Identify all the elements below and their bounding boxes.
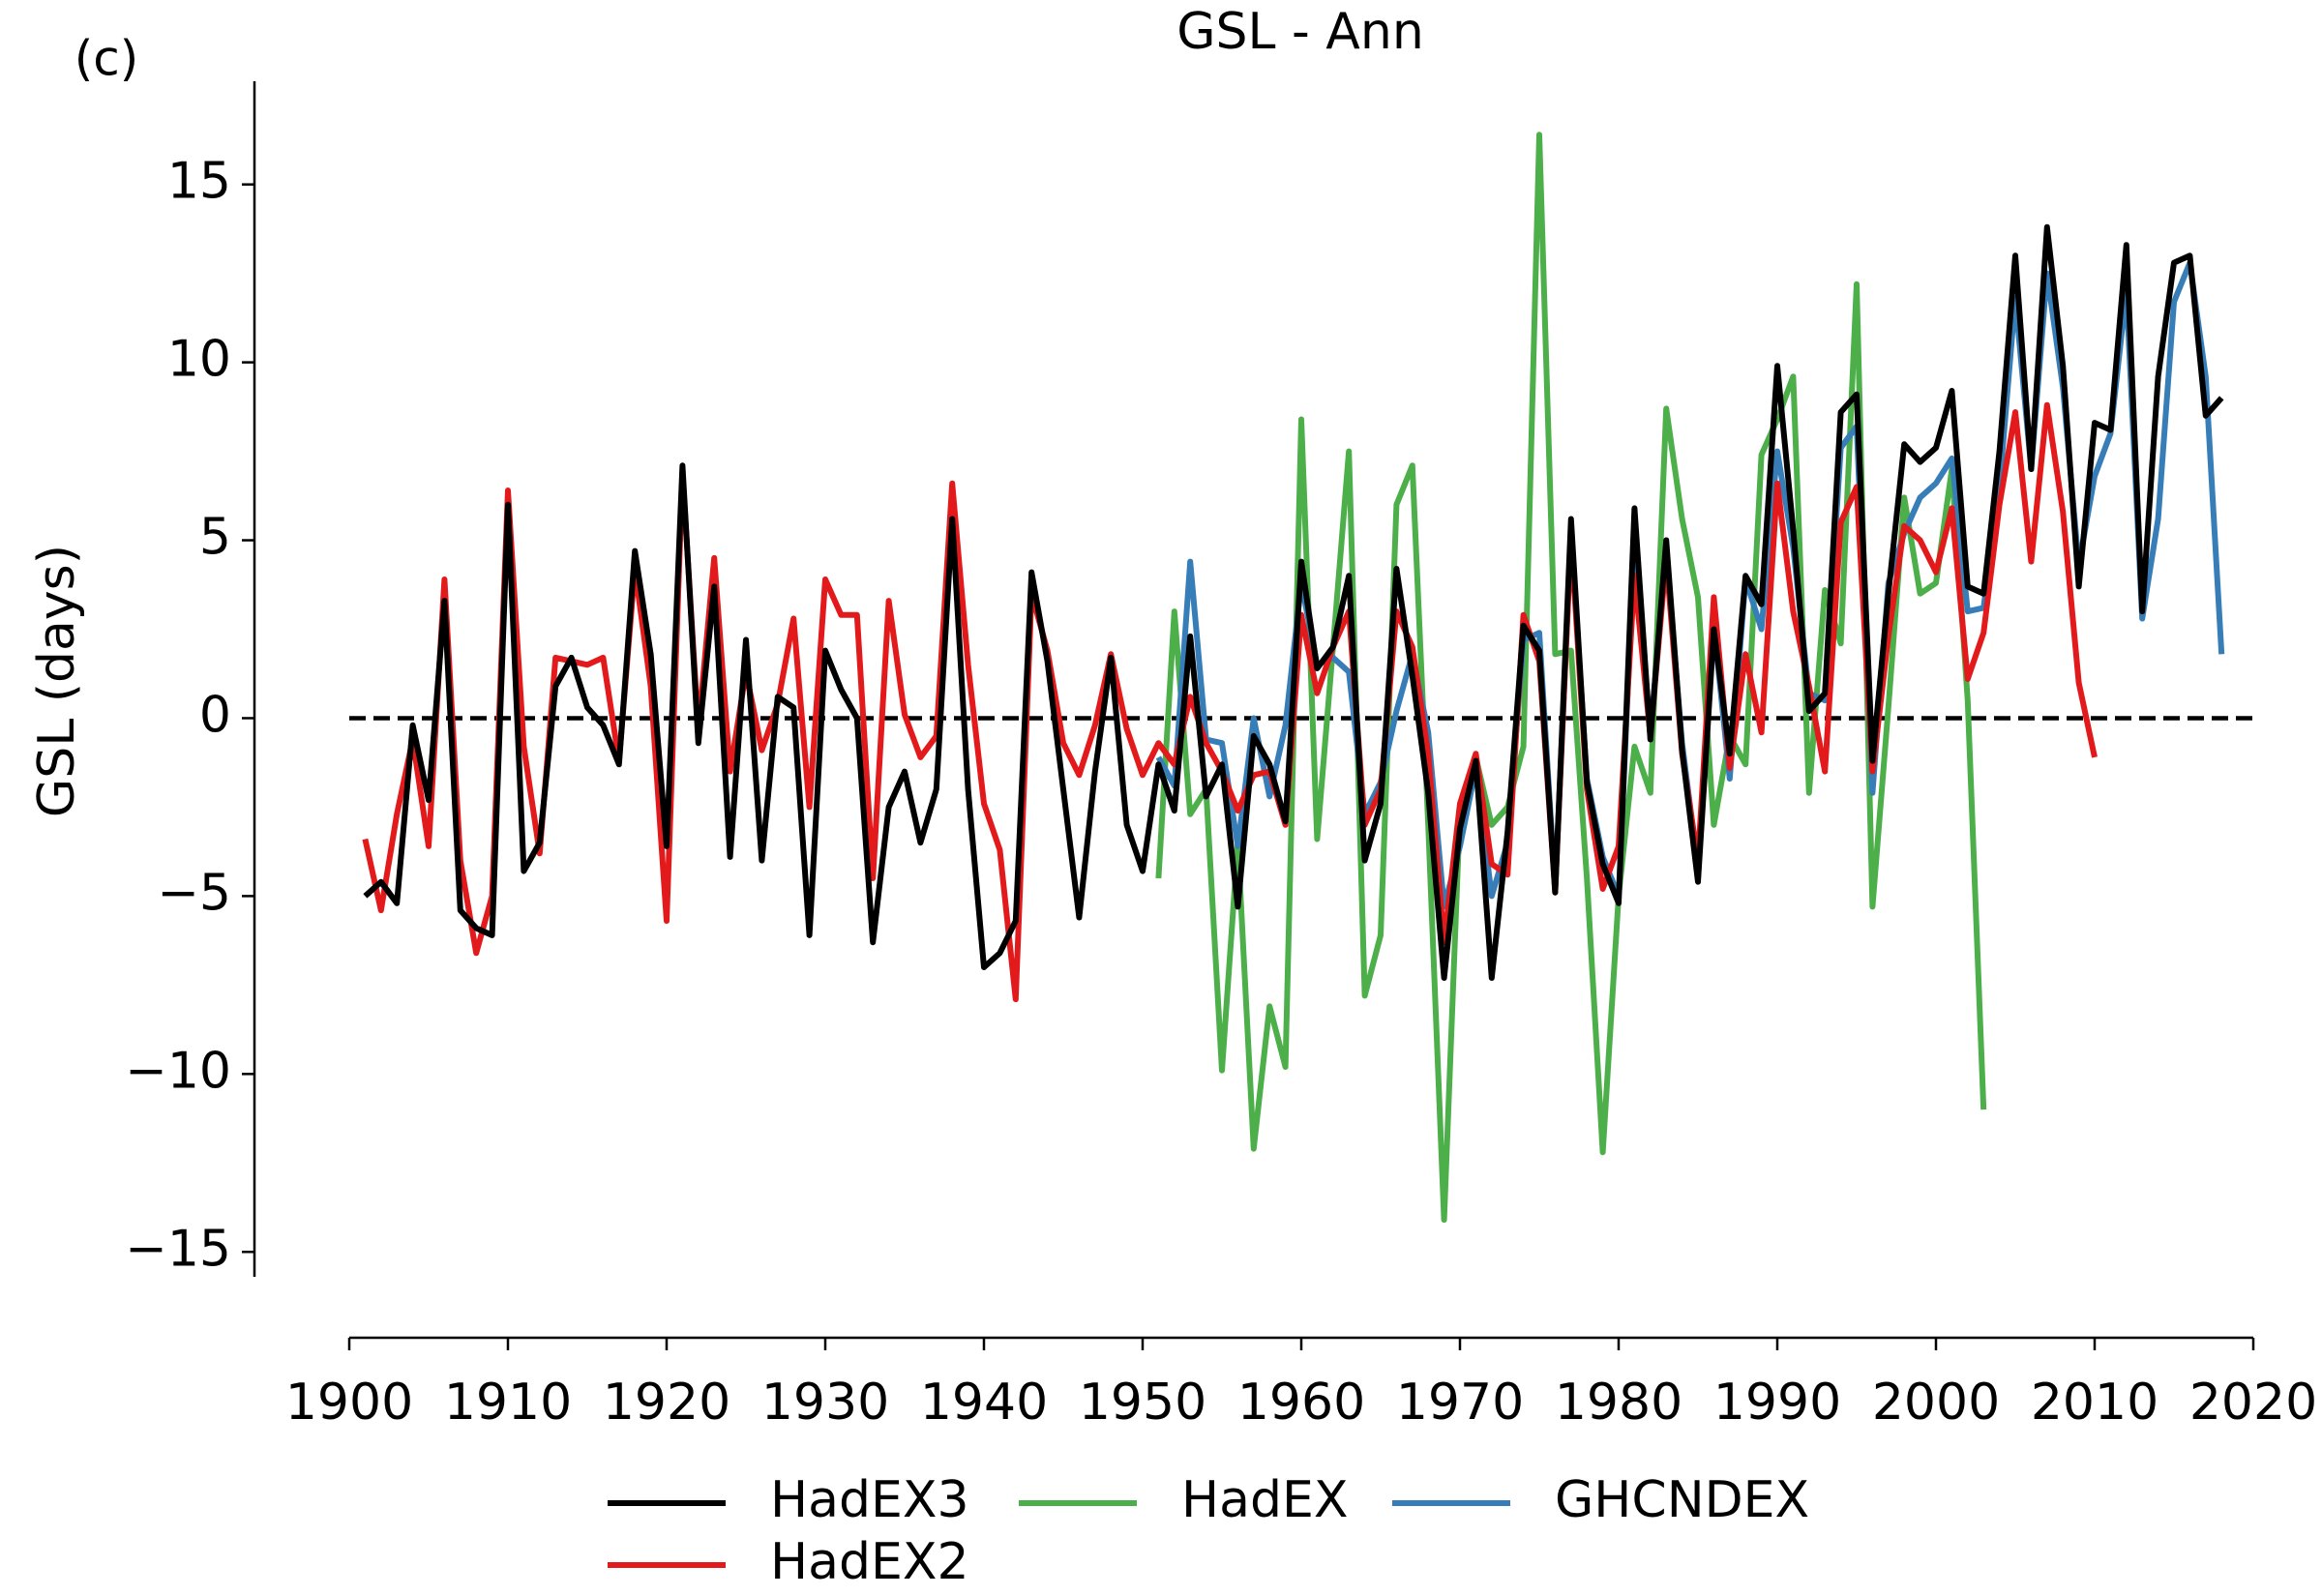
- legend-label: HadEX2: [770, 1533, 969, 1591]
- y-tick-label: −15: [125, 1220, 231, 1278]
- x-tick-label: 2020: [2189, 1374, 2317, 1432]
- y-tick-label: 10: [167, 331, 231, 389]
- legend-label: GHCNDEX: [1555, 1471, 1809, 1529]
- y-tick-label: 0: [199, 686, 231, 744]
- x-tick-label: 1990: [1713, 1374, 1841, 1432]
- y-tick-label: 5: [199, 509, 231, 567]
- y-tick-label: −5: [157, 864, 231, 922]
- legend-label: HadEX: [1181, 1471, 1348, 1529]
- series-line: [1155, 132, 1987, 1224]
- x-tick-label: 1970: [1396, 1374, 1524, 1432]
- x-tick-label: 2010: [2031, 1374, 2158, 1432]
- legend-label: HadEX3: [770, 1471, 969, 1529]
- x-tick-label: 1950: [1079, 1374, 1206, 1432]
- series-line: [363, 223, 2224, 981]
- x-tick-label: 1900: [285, 1374, 413, 1432]
- chart-title: GSL - Ann: [1176, 3, 1424, 61]
- panel-label: (c): [74, 31, 139, 87]
- x-tick-label: 1960: [1237, 1374, 1365, 1432]
- x-tick-label: 1980: [1555, 1374, 1682, 1432]
- x-tick-label: 1920: [603, 1374, 730, 1432]
- x-tick-label: 2000: [1872, 1374, 2000, 1432]
- y-tick-label: 15: [167, 153, 231, 211]
- y-axis-label: GSL (days): [28, 545, 86, 817]
- x-tick-label: 1940: [920, 1374, 1048, 1432]
- x-tick-label: 1910: [444, 1374, 572, 1432]
- x-tick-label: 1930: [761, 1374, 889, 1432]
- y-tick-label: −10: [125, 1042, 231, 1100]
